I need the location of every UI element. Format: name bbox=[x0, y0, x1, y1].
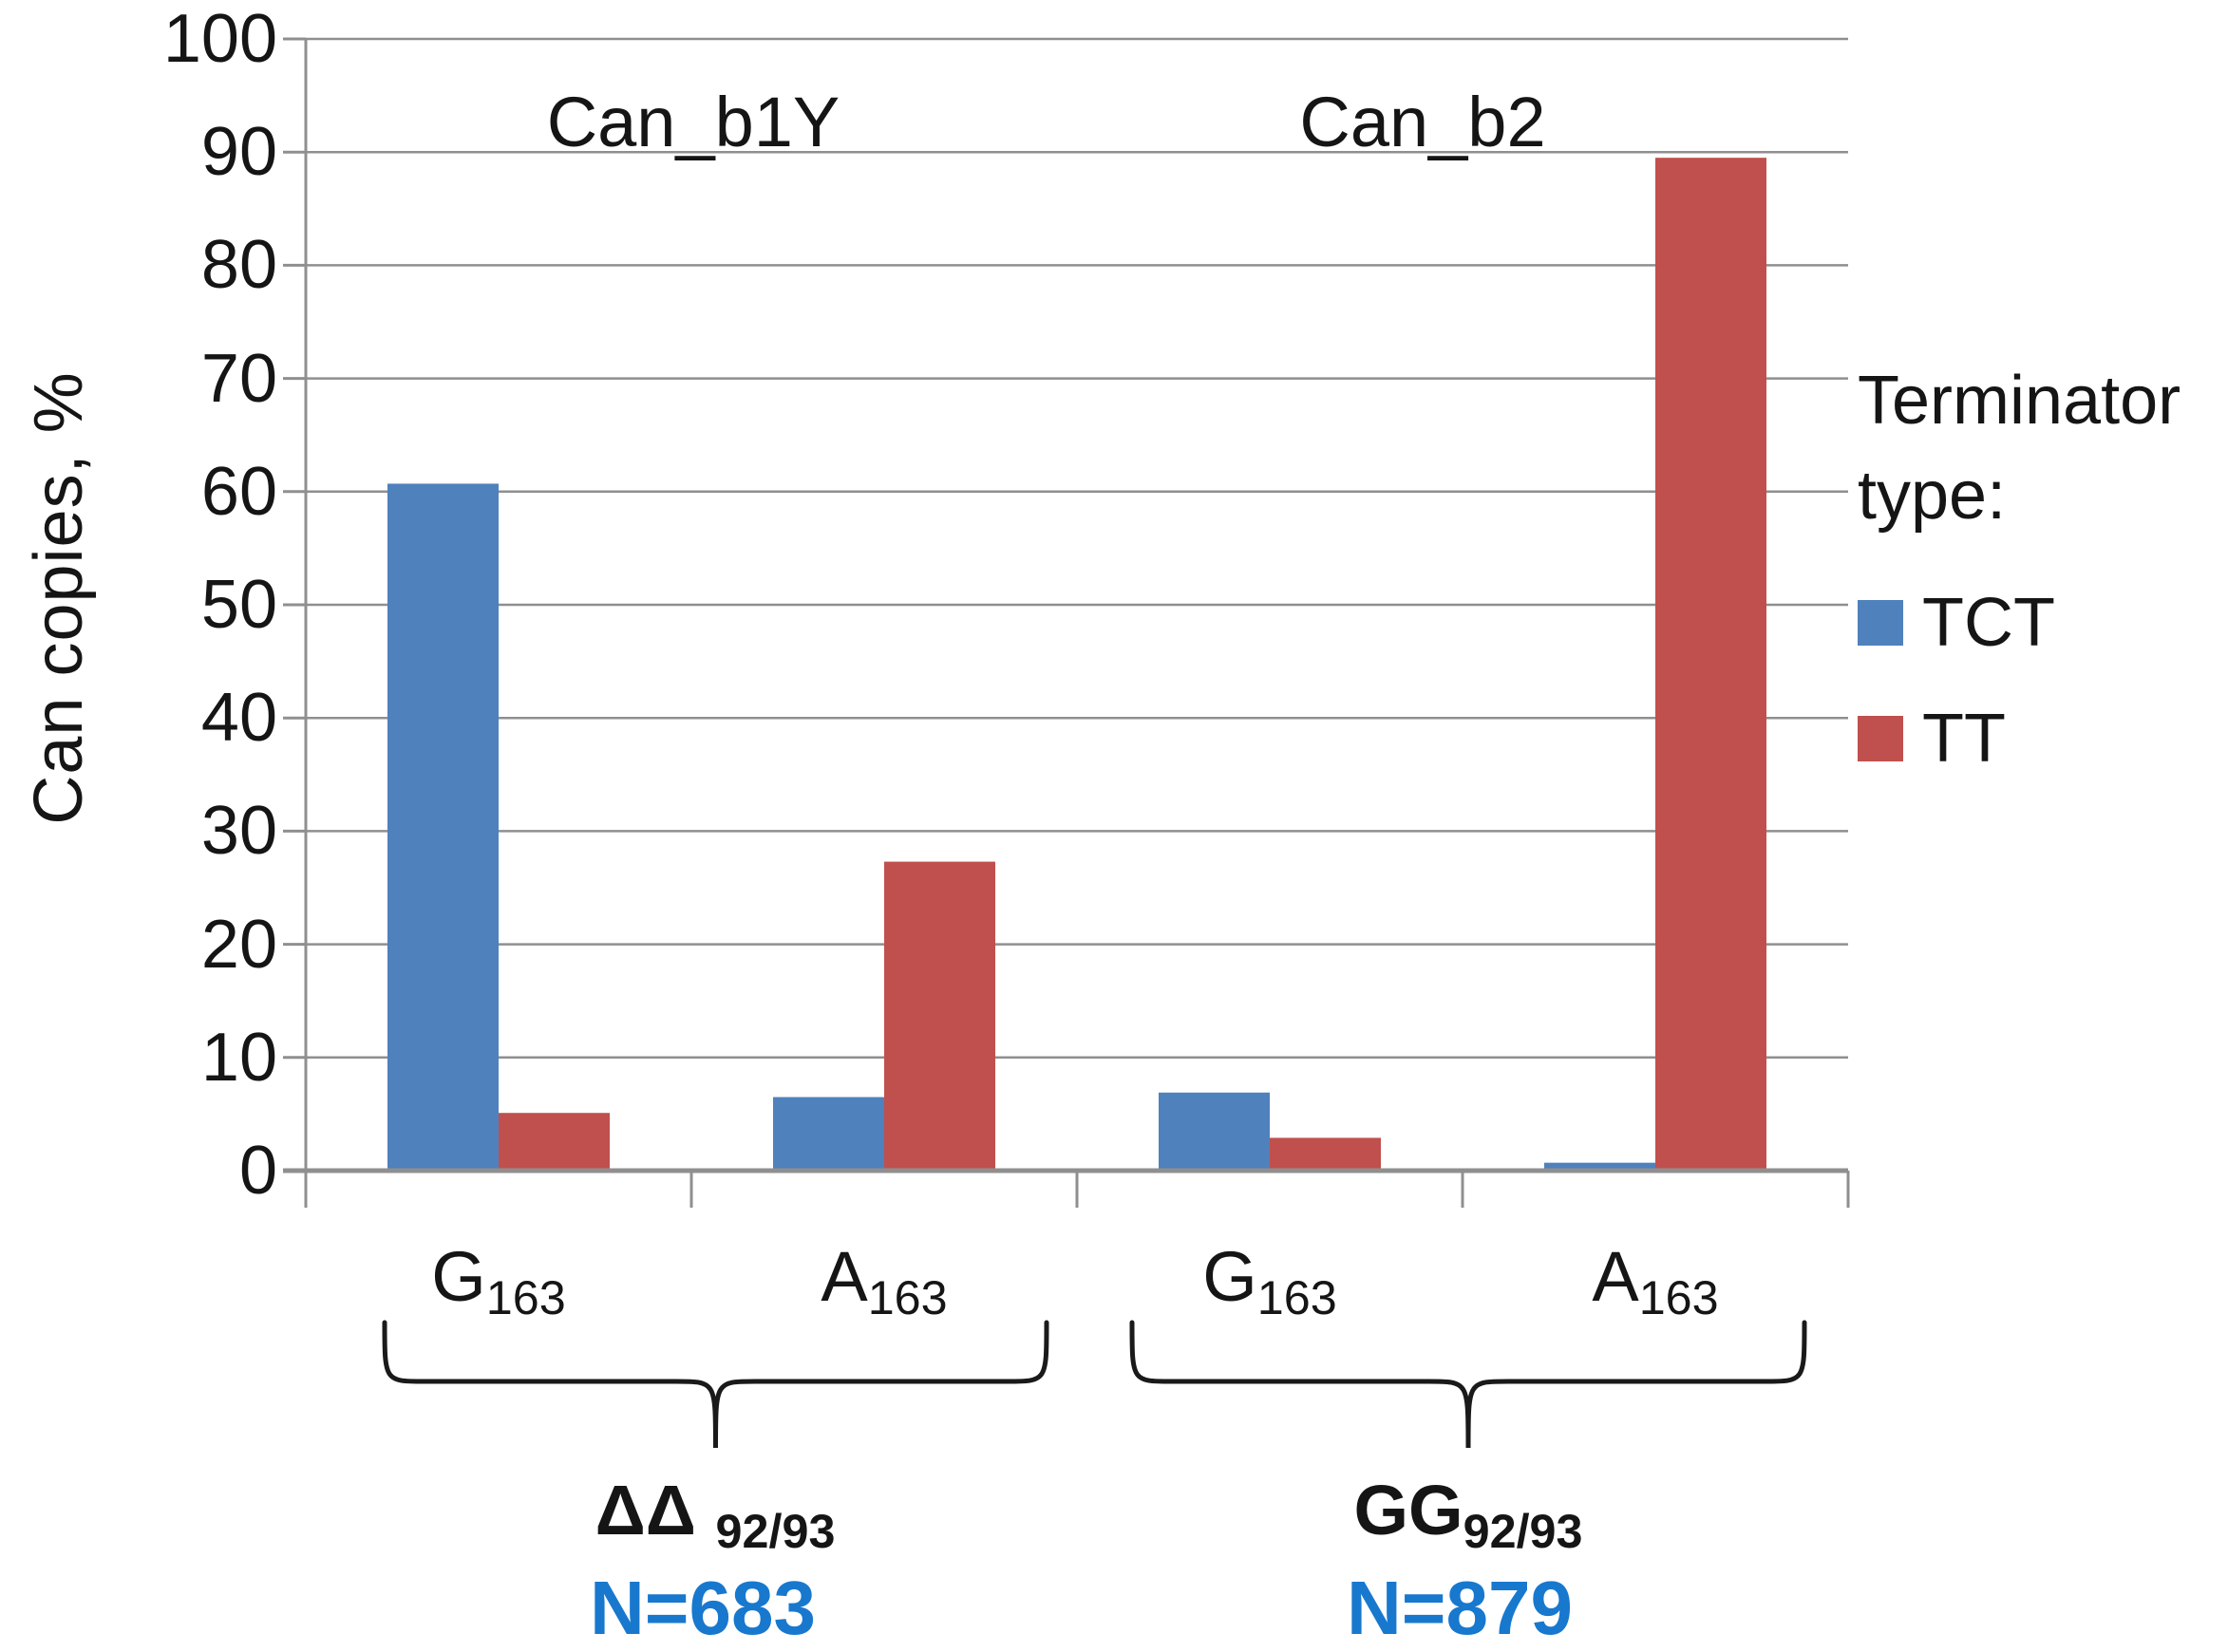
x-category-label-G163-g2: G163 bbox=[1202, 1236, 1337, 1325]
bars bbox=[387, 158, 1766, 1171]
legend-title-line-2: type: bbox=[1858, 458, 2007, 534]
y-tick-label-20: 20 bbox=[200, 906, 277, 983]
x-category-label-G163-g1: G163 bbox=[431, 1236, 566, 1325]
legend-title-line-1: Terminator bbox=[1858, 363, 2181, 439]
label-text: 163 bbox=[867, 1270, 948, 1325]
tt-color-swatch bbox=[1858, 716, 1903, 761]
y-tick-label-10: 10 bbox=[200, 1019, 277, 1096]
bar-tct-A163-g2 bbox=[1544, 1162, 1655, 1171]
y-tick-label-0: 0 bbox=[238, 1133, 277, 1209]
bar-tct-G163-g1 bbox=[387, 483, 499, 1171]
section-title-can-b1y: Can_b1Y bbox=[546, 83, 840, 161]
legend: Terminator type: TCT TT bbox=[1858, 353, 2226, 775]
bar-tt-A163-g2 bbox=[1655, 158, 1766, 1171]
label-text: G bbox=[431, 1237, 486, 1316]
bar-tct-A163-g1 bbox=[773, 1097, 884, 1171]
gridlines bbox=[306, 37, 1848, 1060]
y-tick-label-30: 30 bbox=[200, 793, 277, 870]
group-label-gg-92-93: GG92/93 bbox=[1353, 1470, 1582, 1559]
label-text: A bbox=[1592, 1237, 1639, 1316]
y-tick-label-40: 40 bbox=[200, 680, 277, 757]
group-label-base: GG bbox=[1353, 1471, 1463, 1549]
bar-tt-A163-g1 bbox=[884, 861, 995, 1171]
n-count-label-right: N=879 bbox=[1347, 1566, 1573, 1650]
tct-color-swatch bbox=[1858, 600, 1903, 646]
label-text: 163 bbox=[1256, 1270, 1337, 1325]
group-label-subscript: 92/93 bbox=[715, 1504, 836, 1559]
legend-entry-tct: TCT bbox=[1858, 587, 2226, 659]
x-category-label-A163-g1: A163 bbox=[821, 1236, 947, 1325]
curly-brace-left bbox=[382, 1320, 1049, 1449]
curly-brace-right bbox=[1129, 1320, 1807, 1449]
y-tick-label-80: 80 bbox=[200, 227, 277, 304]
legend-entry-label: TT bbox=[1922, 701, 2006, 777]
group-label-delta-delta-92-93: ΔΔ 92/93 bbox=[595, 1470, 836, 1559]
label-text: 163 bbox=[1638, 1270, 1719, 1325]
section-title-can-b2: Can_b2 bbox=[1299, 83, 1546, 161]
n-count-label-left: N=683 bbox=[590, 1566, 816, 1650]
bar-tt-G163-g1 bbox=[499, 1113, 610, 1171]
label-text: 163 bbox=[485, 1270, 566, 1325]
bar-tt-G163-g2 bbox=[1270, 1137, 1381, 1171]
label-text: G bbox=[1202, 1237, 1257, 1316]
legend-entry-label: TCT bbox=[1922, 585, 2055, 661]
axes bbox=[283, 37, 1850, 1208]
legend-entry-tt: TT bbox=[1858, 703, 2226, 775]
y-tick-label-90: 90 bbox=[200, 114, 277, 191]
label-text: A bbox=[821, 1237, 868, 1316]
bar-tct-G163-g2 bbox=[1159, 1092, 1270, 1171]
x-category-label-A163-g2: A163 bbox=[1592, 1236, 1718, 1325]
group-braces bbox=[382, 1320, 1807, 1449]
group-label-subscript: 92/93 bbox=[1463, 1504, 1583, 1559]
y-tick-label-60: 60 bbox=[200, 453, 277, 530]
y-tick-label-70: 70 bbox=[200, 340, 277, 417]
y-tick-label-100: 100 bbox=[162, 1, 277, 77]
y-axis-title: Can copies, % bbox=[21, 371, 97, 825]
y-tick-label-50: 50 bbox=[200, 567, 277, 643]
group-label-base: ΔΔ bbox=[595, 1471, 716, 1549]
